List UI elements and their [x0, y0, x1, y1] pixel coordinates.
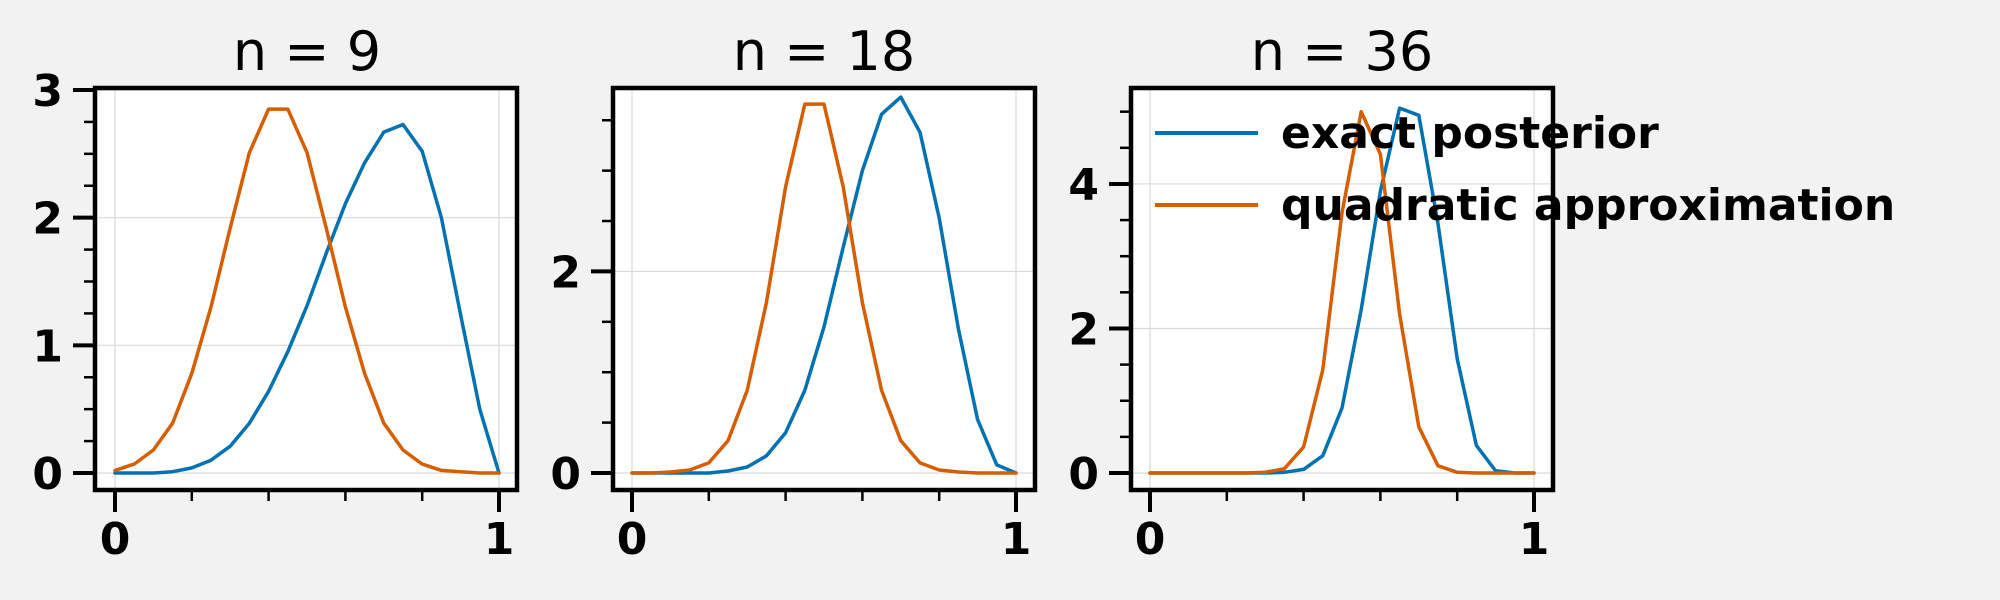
y-tick-label: 1	[32, 321, 63, 372]
x-tick-label: 1	[1519, 514, 1550, 565]
x-tick-label: 0	[617, 514, 648, 565]
y-tick-label: 3	[32, 66, 63, 117]
axes-frame	[1128, 85, 1556, 493]
legend-label-exact-posterior: exact posterior	[1281, 108, 1659, 159]
legend-label-quadratic-approximation: quadratic approximation	[1281, 180, 1895, 231]
series-line-quadratic-approximation	[113, 107, 501, 475]
x-tick-label: 0	[1135, 514, 1166, 565]
y-tick-label: 0	[32, 449, 63, 500]
y-tick-label: 4	[1068, 160, 1099, 211]
y-tick-label: 2	[550, 247, 581, 298]
series-line-quadratic-approximation	[1148, 109, 1536, 475]
y-tick-label: 2	[32, 194, 63, 245]
x-tick-label: 0	[100, 514, 131, 565]
panel-title: n = 18	[733, 20, 916, 83]
panel-n-9: n = 9 0 1 2 3 0 1	[32, 20, 520, 565]
series-line-quadratic-approximation	[630, 102, 1018, 475]
axes-frame	[92, 85, 520, 493]
series-line-exact-posterior	[630, 95, 1018, 475]
y-tick-label: 2	[1068, 304, 1099, 355]
panel-n-18: n = 18 0 2 0 1	[550, 20, 1038, 565]
plot-area	[613, 88, 1035, 490]
series-line-exact-posterior	[113, 122, 501, 475]
x-tick-label: 1	[1001, 514, 1032, 565]
axes-frame	[610, 85, 1038, 493]
plot-area	[1131, 88, 1553, 490]
x-tick-label: 1	[484, 514, 515, 565]
y-tick-label: 0	[550, 449, 581, 500]
panel-n-36: n = 36 0 2 4 0 1	[1068, 20, 1556, 565]
y-tick-label: 0	[1068, 449, 1099, 500]
panel-title: n = 36	[1251, 20, 1434, 83]
panel-title: n = 9	[233, 20, 381, 83]
legend: exact posterior quadratic approximation	[1155, 108, 1895, 231]
